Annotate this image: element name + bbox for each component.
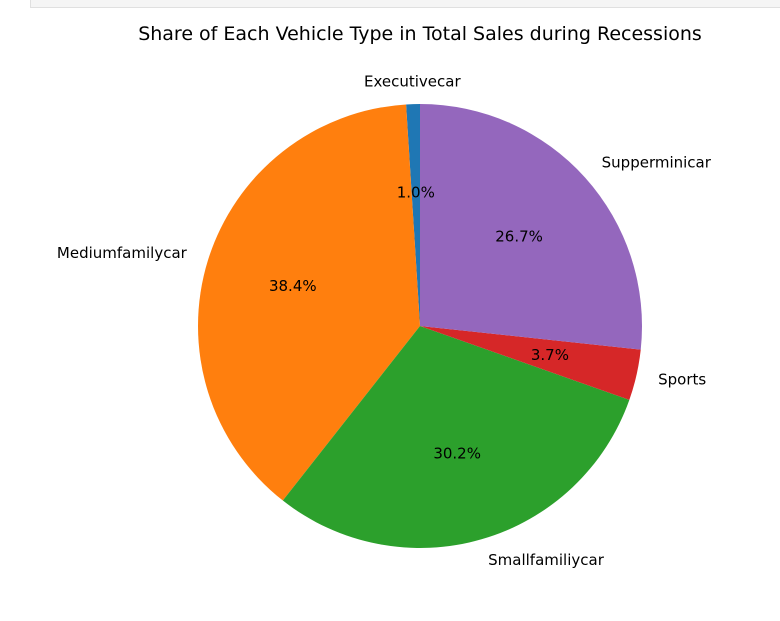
slice-pct-sports: 3.7% [531,346,569,364]
pie-slice-supperminicar [420,104,642,350]
pie-slice-mediumfamilycar [198,104,420,501]
slice-pct-executivecar: 1.0% [397,183,435,201]
slice-label-executivecar: Executivecar [364,72,461,90]
pie-labels: Executivecar 1.0% Mediumfamilycar 38.4% Smal… [57,72,712,569]
slice-pct-supperminicar: 26.7% [495,227,543,245]
slice-label-smallfamiliycar: Smallfamiliycar [488,551,605,569]
slice-label-mediumfamilycar: Mediumfamilycar [57,244,188,262]
pie-slice-sports [420,326,641,400]
pie-slices [198,104,642,548]
slice-pct-mediumfamilycar: 38.4% [269,277,317,295]
pie-slice-smallfamiliycar [282,326,630,548]
slice-label-sports: Sports [658,371,706,389]
chart-title: Share of Each Vehicle Type in Total Sale… [138,23,702,45]
notebook-cell-top-bar [30,0,780,8]
slice-pct-smallfamiliycar: 30.2% [433,444,481,462]
slice-label-supperminicar: Supperminicar [602,153,712,171]
pie-slice-executivecar [406,104,420,326]
